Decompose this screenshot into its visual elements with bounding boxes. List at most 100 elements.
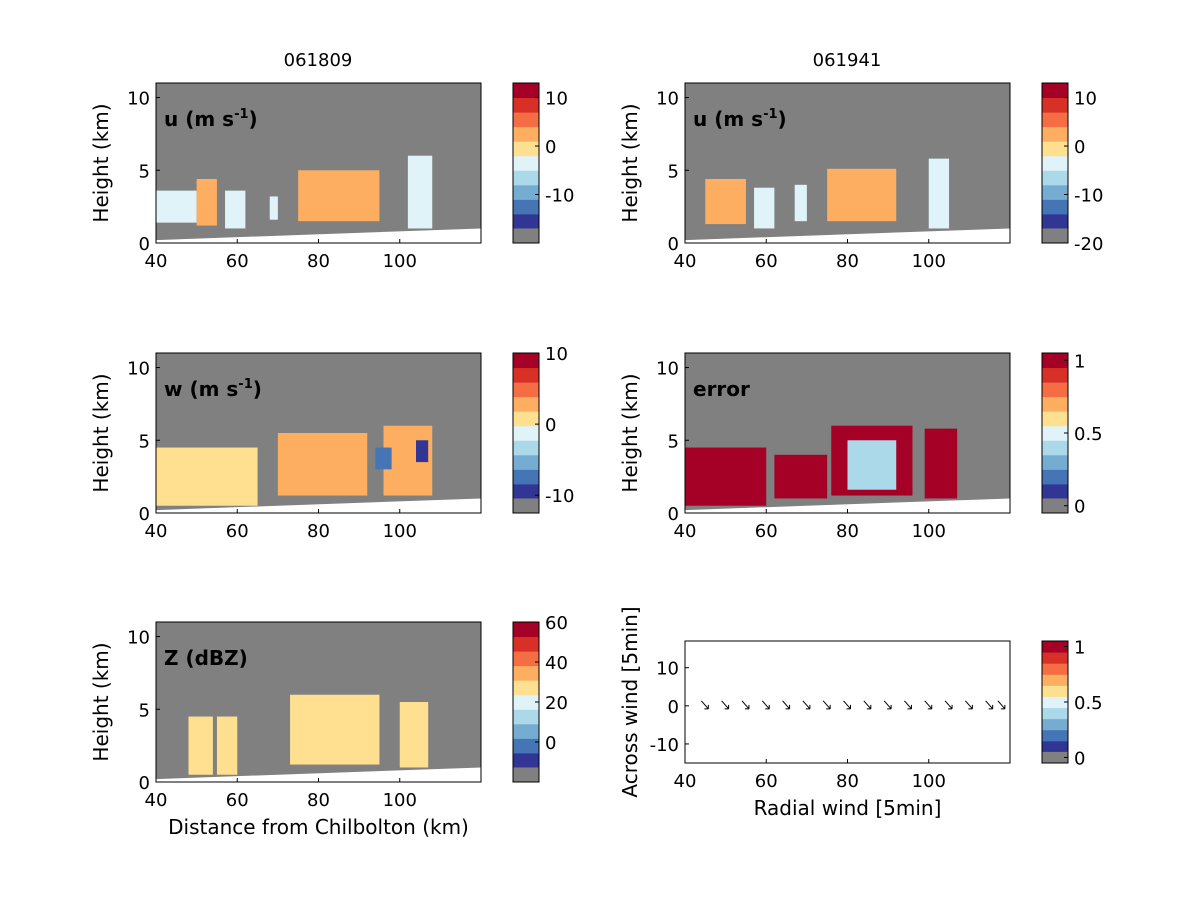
x-axis-label: Distance from Chilbolton (km) — [168, 815, 469, 839]
colorbar-band-6 — [1042, 396, 1068, 412]
panel-variable-label: Z (dBZ) — [164, 646, 248, 670]
x-tick-label: 100 — [383, 521, 417, 542]
colorbar-band-7 — [513, 112, 539, 128]
colorbar-band-6 — [1042, 674, 1068, 686]
x-tick-label: 60 — [226, 251, 249, 272]
wind-arrow-7 — [843, 700, 851, 710]
colorbar-band-3 — [513, 170, 539, 186]
colorbar-tick-label: 0.5 — [1074, 693, 1103, 714]
panel-Z-061809: 40 60 80 100 0 5 10 Height (km) Distance from Ch… — [89, 613, 568, 839]
colorbar-band-5 — [1042, 685, 1068, 697]
data-cell-4 — [416, 440, 429, 463]
colorbar-frame — [512, 82, 540, 244]
x-tick-label: 80 — [836, 251, 859, 272]
colorbar-missing-band — [513, 228, 539, 243]
data-cell-4 — [298, 170, 380, 222]
y-tick-label: 0 — [139, 504, 150, 525]
y-axis-label: Height (km) — [89, 642, 113, 761]
y-tick-label: 10 — [127, 359, 150, 380]
panel-variable-label: u (m s-1) — [164, 107, 258, 131]
x-tick-label: 100 — [912, 521, 946, 542]
colorbar-band-8 — [1042, 367, 1068, 383]
colorbar-tick-label: 10 — [545, 344, 568, 365]
wind-arrow-11 — [924, 700, 933, 710]
x-tick-label: 40 — [674, 251, 697, 272]
y-tick-label: 10 — [656, 359, 679, 380]
y-tick-label: 10 — [656, 89, 679, 110]
x-tick-label: 80 — [307, 521, 330, 542]
colorbar-band-3 — [1042, 707, 1068, 720]
colorbar-band-5 — [513, 141, 539, 157]
y-tick-label: 0 — [139, 234, 150, 255]
colorbar-band-6 — [513, 126, 539, 142]
wind-arrow-0 — [700, 700, 709, 710]
colorbar-tick-label: -10 — [545, 486, 574, 507]
x-tick-label: 60 — [226, 790, 249, 811]
colorbar-band-0 — [1042, 213, 1068, 229]
y-tick-label: 5 — [668, 161, 679, 182]
y-tick-label: 5 — [139, 431, 150, 452]
colorbar-tick-label: 10 — [1074, 89, 1097, 110]
colorbar-missing-band — [513, 498, 539, 513]
x-tick-label: 100 — [912, 771, 946, 792]
colorbar-band-2 — [513, 184, 539, 200]
colorbar-band-0 — [1042, 483, 1068, 499]
colorbar-band-1 — [513, 199, 539, 215]
y-tick-label: 5 — [139, 700, 150, 721]
y-tick-label: 0 — [668, 234, 679, 255]
colorbar-band-1 — [1042, 199, 1068, 215]
panel-background — [685, 641, 1010, 763]
colorbar-tick-label: -20 — [1074, 234, 1103, 255]
colorbar-band-8 — [1042, 97, 1068, 113]
colorbar-missing-band — [1042, 751, 1068, 763]
colorbar-band-2 — [1042, 184, 1068, 200]
wind-arrow-12 — [944, 700, 953, 710]
data-cell-4 — [847, 440, 897, 490]
colorbar-band-3 — [513, 440, 539, 456]
data-cell-0 — [188, 716, 213, 775]
colorbar-band-5 — [1042, 411, 1068, 427]
data-cell-1 — [774, 454, 828, 499]
data-cell-5 — [407, 155, 433, 229]
colorbar-band-0 — [513, 483, 539, 499]
x-tick-label: 80 — [836, 521, 859, 542]
colorbar-band-7 — [1042, 663, 1068, 675]
colorbar-tick-label: -10 — [545, 186, 574, 207]
y-tick-label: 10 — [656, 659, 679, 680]
colorbar-band-0 — [1042, 740, 1068, 753]
colorbar-band-5 — [513, 680, 539, 696]
colorbar-band-9 — [1042, 353, 1068, 369]
colorbar-band-7 — [1042, 382, 1068, 398]
colorbar-band-8 — [513, 97, 539, 113]
wind-arrow-8 — [863, 700, 872, 710]
wind-arrow-6 — [822, 700, 831, 710]
data-cell-1 — [754, 187, 775, 229]
x-tick-label: 100 — [383, 790, 417, 811]
wind-arrow-9 — [883, 700, 892, 710]
y-tick-label: 0 — [668, 504, 679, 525]
colorbar-band-6 — [513, 665, 539, 681]
colorbar-frame — [512, 352, 540, 514]
colorbar-tick-label: 0 — [1074, 137, 1085, 158]
y-axis-label: Height (km) — [89, 373, 113, 492]
x-tick-label: 40 — [674, 521, 697, 542]
colorbar-tick-label: 0 — [545, 733, 556, 754]
data-cell-3 — [399, 702, 429, 768]
colorbar-band-1 — [513, 469, 539, 485]
panel-variable-label: u (m s-1) — [693, 107, 787, 131]
data-cell-1 — [277, 433, 368, 496]
colorbar-tick-label: 60 — [545, 613, 568, 634]
colorbar-tick-label: -10 — [1074, 186, 1103, 207]
colorbar-band-7 — [1042, 112, 1068, 128]
colorbar-band-6 — [1042, 126, 1068, 142]
colorbar-band-8 — [513, 636, 539, 652]
wind-arrow-1 — [721, 700, 730, 710]
data-cell-3 — [827, 168, 897, 222]
colorbar-tick-label: 10 — [545, 89, 568, 110]
colorbar-band-4 — [513, 694, 539, 710]
data-cell-2 — [794, 184, 807, 222]
col-title-left: 061809 — [284, 50, 353, 71]
colorbar-tick-label: 1 — [1074, 351, 1085, 372]
